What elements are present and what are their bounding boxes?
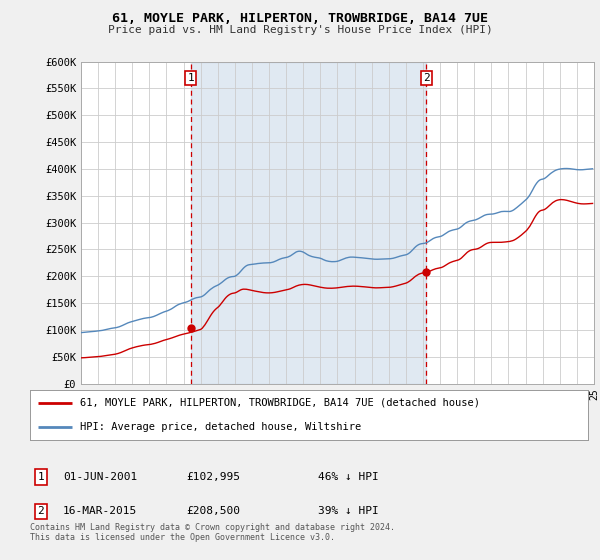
Bar bbox=[191, 62, 427, 384]
Text: 1: 1 bbox=[187, 73, 194, 83]
Text: Contains HM Land Registry data © Crown copyright and database right 2024.
This d: Contains HM Land Registry data © Crown c… bbox=[30, 522, 395, 542]
Text: 16-MAR-2015: 16-MAR-2015 bbox=[63, 506, 137, 516]
Text: 2: 2 bbox=[37, 506, 44, 516]
Text: 61, MOYLE PARK, HILPERTON, TROWBRIDGE, BA14 7UE (detached house): 61, MOYLE PARK, HILPERTON, TROWBRIDGE, B… bbox=[80, 398, 480, 408]
Text: £102,995: £102,995 bbox=[186, 472, 240, 482]
Text: 01-JUN-2001: 01-JUN-2001 bbox=[63, 472, 137, 482]
Text: Price paid vs. HM Land Registry's House Price Index (HPI): Price paid vs. HM Land Registry's House … bbox=[107, 25, 493, 35]
Text: 1: 1 bbox=[37, 472, 44, 482]
Text: HPI: Average price, detached house, Wiltshire: HPI: Average price, detached house, Wilt… bbox=[80, 422, 361, 432]
Text: 61, MOYLE PARK, HILPERTON, TROWBRIDGE, BA14 7UE: 61, MOYLE PARK, HILPERTON, TROWBRIDGE, B… bbox=[112, 12, 488, 25]
Text: 39% ↓ HPI: 39% ↓ HPI bbox=[318, 506, 379, 516]
Text: 46% ↓ HPI: 46% ↓ HPI bbox=[318, 472, 379, 482]
Text: £208,500: £208,500 bbox=[186, 506, 240, 516]
Text: 2: 2 bbox=[423, 73, 430, 83]
